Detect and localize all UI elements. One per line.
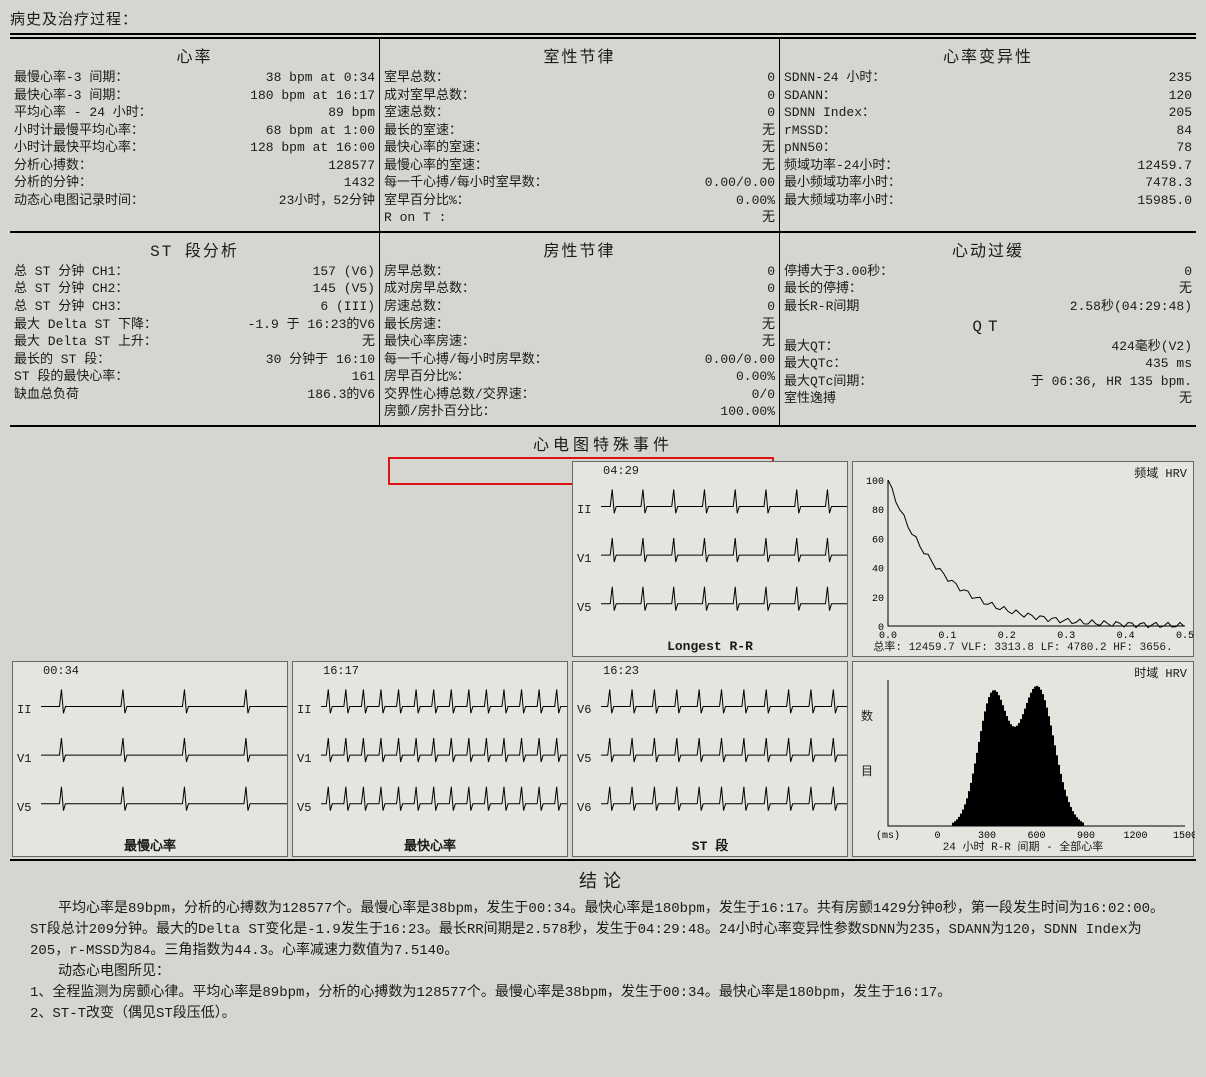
stat-row: 最快心率的室速：无 (384, 139, 775, 157)
stat-row: 停搏大于3.00秒：0 (784, 263, 1192, 281)
ve-title: 室性节律 (384, 41, 775, 69)
report-page: 病史及治疗过程： 心率 最慢心率-3 间期：38 bpm at 0:34最快心率… (0, 0, 1206, 1077)
brady-rows: 停搏大于3.00秒：0最长的停搏：无最长R-R间期2.58秒(04:29:48) (784, 263, 1192, 316)
stat-row: 最长的 ST 段：30 分钟于 16:10 (14, 351, 375, 369)
stat-row: 动态心电图记录时间：23小时，52分钟 (14, 192, 375, 210)
stat-row: 最慢心率的室速：无 (384, 157, 775, 175)
stat-row: 房颤/房扑百分比：100.00% (384, 403, 775, 421)
ecg-panel-3: 04:29IIV1V5Longest R-R (572, 461, 848, 657)
qt-title: QT (784, 316, 1192, 338)
events-title: 心电图特殊事件 (10, 427, 1196, 459)
stats-grid-bottom: ST 段分析 总 ST 分钟 CH1：157 (V6)总 ST 分钟 CH2：1… (10, 233, 1196, 427)
hr-rows: 最慢心率-3 间期：38 bpm at 0:34最快心率-3 间期：180 bp… (14, 69, 375, 209)
footnote-2: 2、ST-T改变（偶见ST段压低）。 (30, 1004, 1176, 1025)
stat-row: 最大QT：424毫秒(V2) (784, 338, 1192, 356)
stat-row: 小时计最快平均心率：128 bpm at 16:00 (14, 139, 375, 157)
conclusion-title: 结论 (10, 861, 1196, 899)
stat-row: 房速总数：0 (384, 298, 775, 316)
stat-row: SDNN Index：205 (784, 104, 1192, 122)
ecg-panel-5: 00:34IIV1V5最慢心率 (12, 661, 288, 857)
stat-row: 最长的停搏：无 (784, 280, 1192, 298)
hrv-time-panel: 时域 HRV数目(ms)03006009001200150024 小时 R-R … (852, 661, 1194, 857)
stat-row: 最快心率房速：无 (384, 333, 775, 351)
stat-row: 缺血总负荷186.3的V6 (14, 386, 375, 404)
ve-rows: 室早总数：0成对室早总数：0室速总数：0最长的室速：无最快心率的室速：无最慢心率… (384, 69, 775, 227)
stat-row: 成对室早总数：0 (384, 87, 775, 105)
stat-row: SDNN-24 小时：235 (784, 69, 1192, 87)
stat-row: 分析心搏数：128577 (14, 157, 375, 175)
stat-row: 最大QTc间期：于 06:36, HR 135 bpm. (784, 373, 1192, 391)
stat-row: 室早百分比%：0.00% (384, 192, 775, 210)
stat-row: 室性逸搏无 (784, 390, 1192, 408)
hrv-rows: SDNN-24 小时：235SDANN：120SDNN Index：205rMS… (784, 69, 1192, 209)
brady-title: 心动过缓 (784, 235, 1192, 263)
ae-title: 房性节律 (384, 235, 775, 263)
stat-row: 最小频域功率小时：7478.3 (784, 174, 1192, 192)
atrial-cell: 房性节律 房早总数：0成对房早总数：0房速总数：0最长房速：无最快心率房速：无每… (380, 233, 780, 425)
ecg-panel-6: 16:17IIV1V5最快心率 (292, 661, 568, 857)
stat-row: 小时计最慢平均心率：68 bpm at 1:00 (14, 122, 375, 140)
svg-text:20: 20 (872, 594, 884, 605)
stat-row: 最大 Delta ST 下降：-1.9 于 16:23的V6 (14, 316, 375, 334)
history-header: 病史及治疗过程： (10, 6, 1196, 31)
stat-row: SDANN：120 (784, 87, 1192, 105)
divider (10, 33, 1196, 35)
ecg-panel-7: 16:23V6V5V6ST 段 (572, 661, 848, 857)
stat-row: 最长房速：无 (384, 316, 775, 334)
stat-row: R on T :无 (384, 209, 775, 227)
footnote-hdr: 动态心电图所见： (30, 962, 1176, 983)
st-cell: ST 段分析 总 ST 分钟 CH1：157 (V6)总 ST 分钟 CH2：1… (10, 233, 380, 425)
st-rows: 总 ST 分钟 CH1：157 (V6)总 ST 分钟 CH2：145 (V5)… (14, 263, 375, 403)
stat-row: 总 ST 分钟 CH1：157 (V6) (14, 263, 375, 281)
svg-text:80: 80 (872, 506, 884, 517)
stat-row: 交界性心搏总数/交界速：0/0 (384, 386, 775, 404)
heart-rate-cell: 心率 最慢心率-3 间期：38 bpm at 0:34最快心率-3 间期：180… (10, 39, 380, 231)
footnotes: 动态心电图所见： 1、全程监测为房颤心律。平均心率是89bpm，分析的心搏数为1… (10, 962, 1196, 1025)
stats-grid-top: 心率 最慢心率-3 间期：38 bpm at 0:34最快心率-3 间期：180… (10, 37, 1196, 233)
stat-row: 分析的分钟：1432 (14, 174, 375, 192)
stat-row: 最慢心率-3 间期：38 bpm at 0:34 (14, 69, 375, 87)
hr-title: 心率 (14, 41, 375, 69)
hrv-title: 心率变异性 (784, 41, 1192, 69)
stat-row: 成对房早总数：0 (384, 280, 775, 298)
stat-row: pNN50：78 (784, 139, 1192, 157)
ae-rows: 房早总数：0成对房早总数：0房速总数：0最长房速：无最快心率房速：无每一千心搏/… (384, 263, 775, 421)
stat-row: 每一千心搏/每小时室早数：0.00/0.00 (384, 174, 775, 192)
stat-row: 总 ST 分钟 CH3：6 (III) (14, 298, 375, 316)
stat-row: 室速总数：0 (384, 104, 775, 122)
svg-text:60: 60 (872, 535, 884, 546)
conclusion-text: 平均心率是89bpm，分析的心搏数为128577个。最慢心率是38bpm，发生于… (10, 899, 1196, 962)
stat-row: 最长R-R间期2.58秒(04:29:48) (784, 298, 1192, 316)
stat-row: 总 ST 分钟 CH2：145 (V5) (14, 280, 375, 298)
svg-text:100: 100 (866, 477, 884, 488)
stat-row: 最大QTc：435 ms (784, 355, 1192, 373)
footnote-1: 1、全程监测为房颤心律。平均心率是89bpm，分析的心搏数为128577个。最慢… (30, 983, 1176, 1004)
stat-row: 房早百分比%：0.00% (384, 368, 775, 386)
qt-rows: 最大QT：424毫秒(V2)最大QTc：435 ms最大QTc间期：于 06:3… (784, 338, 1192, 408)
stat-row: rMSSD：84 (784, 122, 1192, 140)
hrv-cell: 心率变异性 SDNN-24 小时：235SDANN：120SDNN Index：… (780, 39, 1196, 231)
stat-row: ST 段的最快心率：161 (14, 368, 375, 386)
svg-text:40: 40 (872, 564, 884, 575)
stat-row: 室早总数：0 (384, 69, 775, 87)
stat-row: 最大频域功率小时：15985.0 (784, 192, 1192, 210)
stat-row: 频域功率-24小时：12459.7 (784, 157, 1192, 175)
stat-row: 最长的室速：无 (384, 122, 775, 140)
brady-qt-cell: 心动过缓 停搏大于3.00秒：0最长的停搏：无最长R-R间期2.58秒(04:2… (780, 233, 1196, 425)
stat-row: 每一千心搏/每小时房早数：0.00/0.00 (384, 351, 775, 369)
ecg-grid: 04:29IIV1V5Longest R-R 频域 HRV02040608010… (10, 459, 1196, 861)
stat-row: 最快心率-3 间期：180 bpm at 16:17 (14, 87, 375, 105)
hrv-freq-panel: 频域 HRV0204060801000.00.10.20.30.40.5总率: … (852, 461, 1194, 657)
ecg-panel-2 (292, 461, 568, 657)
ecg-panel-1 (12, 461, 288, 657)
stat-row: 房早总数：0 (384, 263, 775, 281)
st-title: ST 段分析 (14, 235, 375, 263)
stat-row: 平均心率 - 24 小时：89 bpm (14, 104, 375, 122)
stat-row: 最大 Delta ST 上升：无 (14, 333, 375, 351)
ventricular-cell: 室性节律 室早总数：0成对室早总数：0室速总数：0最长的室速：无最快心率的室速：… (380, 39, 780, 231)
